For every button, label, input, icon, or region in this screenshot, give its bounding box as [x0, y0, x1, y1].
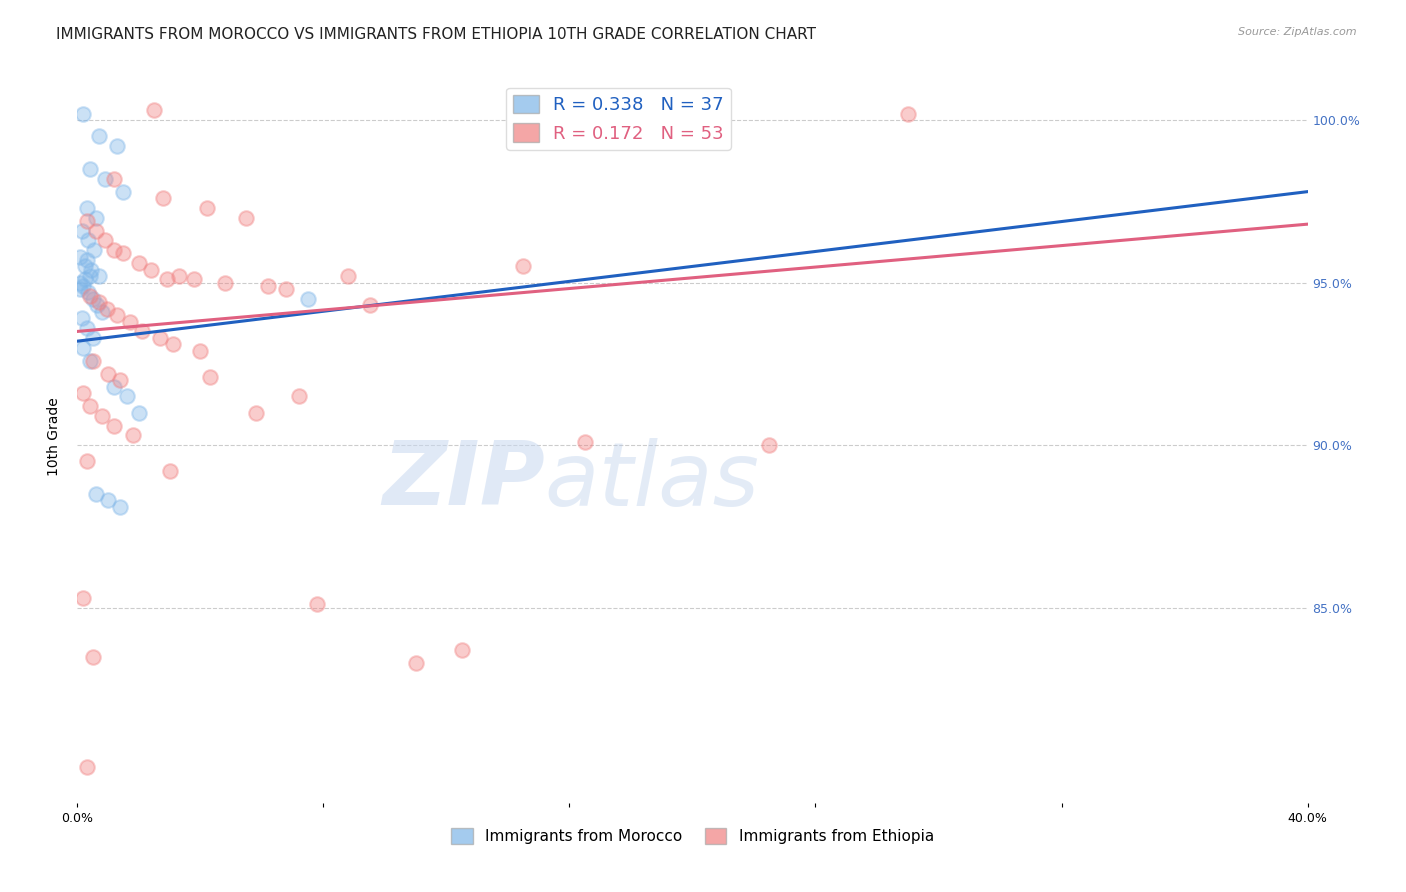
Point — [257, 279, 280, 293]
Point — [276, 282, 298, 296]
Point — [195, 201, 218, 215]
Point — [87, 129, 110, 144]
Point — [73, 272, 96, 286]
Point — [121, 428, 143, 442]
Point — [69, 250, 91, 264]
Point — [77, 234, 100, 248]
Point — [152, 191, 174, 205]
Point — [183, 272, 205, 286]
Point — [72, 591, 94, 605]
Point — [84, 224, 107, 238]
Point — [405, 656, 427, 670]
Point — [198, 370, 221, 384]
Point — [103, 171, 125, 186]
Point — [76, 252, 98, 267]
Text: IMMIGRANTS FROM MOROCCO VS IMMIGRANTS FROM ETHIOPIA 10TH GRADE CORRELATION CHART: IMMIGRANTS FROM MOROCCO VS IMMIGRANTS FR… — [56, 27, 817, 42]
Point — [76, 760, 98, 774]
Point — [87, 295, 110, 310]
Point — [76, 201, 98, 215]
Point — [512, 260, 534, 274]
Point — [79, 288, 101, 302]
Point — [90, 409, 114, 423]
Point — [72, 341, 94, 355]
Point — [141, 262, 163, 277]
Point — [73, 260, 96, 274]
Point — [79, 353, 101, 368]
Point — [128, 406, 150, 420]
Point — [70, 224, 93, 238]
Point — [115, 389, 138, 403]
Point — [76, 454, 98, 468]
Text: ZIP: ZIP — [382, 437, 546, 524]
Point — [167, 269, 190, 284]
Point — [82, 649, 104, 664]
Point — [82, 331, 104, 345]
Point — [188, 343, 212, 358]
Point — [97, 367, 120, 381]
Point — [72, 106, 94, 120]
Point — [143, 103, 166, 118]
Legend: Immigrants from Morocco, Immigrants from Ethiopia: Immigrants from Morocco, Immigrants from… — [446, 822, 939, 850]
Point — [84, 487, 107, 501]
Point — [162, 337, 184, 351]
Point — [103, 243, 125, 257]
Point — [83, 243, 105, 257]
Point — [97, 493, 120, 508]
Point — [155, 272, 177, 286]
Point — [337, 269, 360, 284]
Point — [159, 464, 181, 478]
Point — [235, 211, 257, 225]
Point — [70, 311, 93, 326]
Point — [574, 434, 596, 449]
Point — [359, 298, 381, 312]
Point — [214, 276, 236, 290]
Point — [110, 500, 132, 514]
Point — [69, 276, 91, 290]
Point — [76, 214, 98, 228]
Point — [112, 185, 135, 199]
Point — [128, 256, 150, 270]
Point — [450, 643, 472, 657]
Point — [79, 399, 101, 413]
Point — [288, 389, 311, 403]
Point — [758, 438, 780, 452]
Point — [80, 262, 103, 277]
Point — [651, 106, 673, 120]
Point — [103, 380, 125, 394]
Point — [110, 373, 132, 387]
Point — [149, 331, 172, 345]
Point — [72, 279, 94, 293]
Point — [118, 315, 141, 329]
Y-axis label: 10th Grade: 10th Grade — [48, 398, 62, 476]
Point — [94, 171, 117, 186]
Point — [105, 308, 128, 322]
Point — [82, 353, 104, 368]
Point — [105, 139, 128, 153]
Point — [307, 598, 329, 612]
Point — [82, 292, 104, 306]
Point — [131, 325, 153, 339]
Point — [96, 301, 118, 316]
Point — [897, 106, 920, 120]
Point — [84, 211, 107, 225]
Point — [94, 234, 117, 248]
Point — [87, 269, 110, 284]
Point — [245, 406, 267, 420]
Point — [76, 321, 98, 335]
Point — [90, 305, 114, 319]
Point — [297, 292, 319, 306]
Point — [86, 298, 108, 312]
Point — [103, 418, 125, 433]
Text: Source: ZipAtlas.com: Source: ZipAtlas.com — [1239, 27, 1357, 37]
Point — [69, 282, 91, 296]
Point — [72, 386, 94, 401]
Point — [79, 161, 101, 176]
Point — [77, 285, 100, 300]
Point — [79, 269, 101, 284]
Text: atlas: atlas — [546, 438, 759, 524]
Point — [112, 246, 135, 260]
